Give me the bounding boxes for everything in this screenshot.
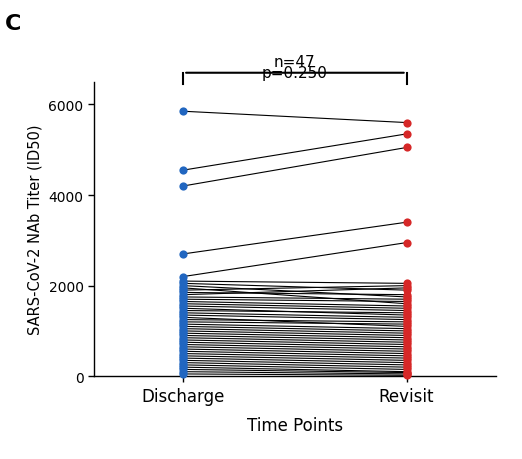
Point bbox=[179, 336, 187, 344]
Point bbox=[402, 312, 411, 319]
Point bbox=[402, 336, 411, 344]
Text: C: C bbox=[5, 14, 21, 34]
Point bbox=[179, 291, 187, 299]
Point bbox=[402, 294, 411, 301]
Point bbox=[179, 282, 187, 290]
Point bbox=[402, 353, 411, 360]
Point bbox=[179, 361, 187, 369]
Point bbox=[179, 312, 187, 319]
Point bbox=[402, 316, 411, 324]
Point bbox=[179, 108, 187, 116]
Point bbox=[402, 341, 411, 348]
Text: p=0.250: p=0.250 bbox=[262, 66, 328, 81]
Point bbox=[179, 334, 187, 341]
Point bbox=[179, 316, 187, 324]
Point bbox=[179, 332, 187, 339]
Point bbox=[402, 325, 411, 333]
Point bbox=[179, 309, 187, 317]
Point bbox=[402, 366, 411, 373]
Point bbox=[402, 323, 411, 330]
Point bbox=[402, 361, 411, 369]
Point bbox=[402, 282, 411, 290]
Point bbox=[402, 357, 411, 364]
Point bbox=[402, 120, 411, 127]
Point bbox=[179, 251, 187, 258]
Point bbox=[179, 314, 187, 321]
Point bbox=[402, 319, 411, 326]
Point bbox=[179, 368, 187, 375]
Point bbox=[179, 280, 187, 287]
Point bbox=[402, 287, 411, 294]
Point bbox=[402, 321, 411, 328]
Point bbox=[179, 319, 187, 326]
Point bbox=[179, 289, 187, 297]
Point bbox=[179, 183, 187, 190]
Point bbox=[402, 240, 411, 247]
Point bbox=[402, 359, 411, 366]
Point bbox=[179, 339, 187, 346]
Point bbox=[402, 343, 411, 351]
Point bbox=[402, 372, 411, 379]
Point bbox=[179, 341, 187, 348]
Point bbox=[179, 321, 187, 328]
Point bbox=[402, 145, 411, 152]
Text: n=47: n=47 bbox=[274, 55, 316, 70]
Point bbox=[179, 167, 187, 174]
Point bbox=[179, 323, 187, 330]
Point bbox=[402, 355, 411, 362]
Point bbox=[402, 328, 411, 335]
Point bbox=[179, 348, 187, 355]
Point bbox=[179, 285, 187, 292]
Point bbox=[402, 370, 411, 378]
Point bbox=[179, 298, 187, 306]
Point bbox=[402, 296, 411, 303]
Point bbox=[179, 346, 187, 353]
Point bbox=[179, 328, 187, 335]
Point bbox=[179, 370, 187, 378]
Point bbox=[179, 302, 187, 310]
Point bbox=[179, 273, 187, 280]
Point bbox=[402, 131, 411, 138]
Point bbox=[402, 350, 411, 358]
Point bbox=[179, 294, 187, 301]
Point bbox=[402, 309, 411, 317]
Point bbox=[402, 285, 411, 292]
Point bbox=[179, 355, 187, 362]
Point bbox=[402, 314, 411, 321]
Point bbox=[179, 359, 187, 366]
Point bbox=[179, 364, 187, 371]
Point bbox=[402, 219, 411, 226]
Point bbox=[179, 350, 187, 358]
Point bbox=[179, 343, 187, 351]
Point bbox=[179, 307, 187, 314]
Point bbox=[402, 291, 411, 299]
Point bbox=[402, 348, 411, 355]
Point bbox=[179, 353, 187, 360]
Point bbox=[402, 330, 411, 337]
Point bbox=[402, 280, 411, 287]
X-axis label: Time Points: Time Points bbox=[247, 416, 343, 434]
Point bbox=[402, 307, 411, 314]
Point bbox=[179, 325, 187, 333]
Point bbox=[402, 298, 411, 306]
Y-axis label: SARS-CoV-2 NAb Titer (ID50): SARS-CoV-2 NAb Titer (ID50) bbox=[28, 124, 43, 335]
Point bbox=[179, 357, 187, 364]
Point bbox=[179, 300, 187, 308]
Point bbox=[179, 305, 187, 312]
Point bbox=[402, 339, 411, 346]
Point bbox=[402, 332, 411, 339]
Point bbox=[402, 305, 411, 312]
Point bbox=[179, 278, 187, 285]
Point bbox=[179, 330, 187, 337]
Point bbox=[402, 346, 411, 353]
Point bbox=[179, 366, 187, 373]
Point bbox=[402, 334, 411, 341]
Point bbox=[402, 368, 411, 375]
Point bbox=[402, 369, 411, 376]
Point bbox=[402, 364, 411, 371]
Point bbox=[402, 300, 411, 308]
Point bbox=[179, 296, 187, 303]
Point bbox=[179, 287, 187, 294]
Point bbox=[402, 302, 411, 310]
